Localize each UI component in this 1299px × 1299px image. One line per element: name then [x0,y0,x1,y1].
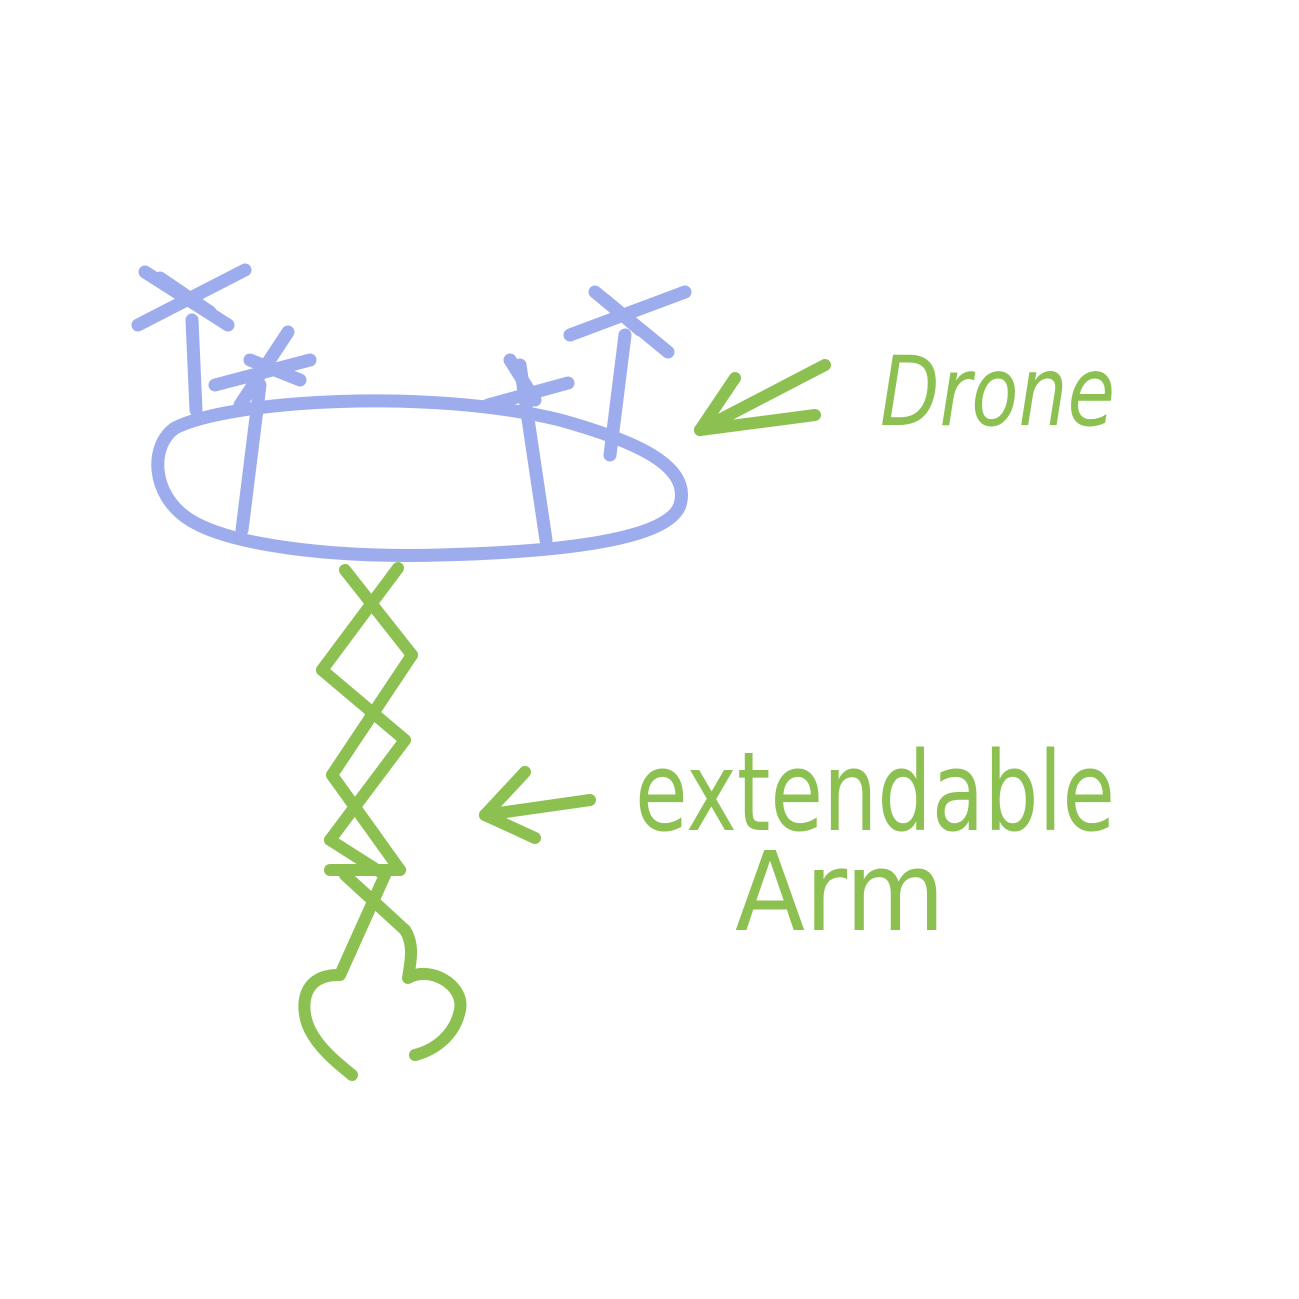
propeller-front-left [208,325,317,412]
drone-post-front-left [235,378,267,537]
drone-label: Drone [880,336,1115,448]
arm-label-line-2: Arm [735,828,945,956]
extendable-arm [298,562,467,1081]
propeller-back-right [563,285,692,359]
scissor-segment-2 [316,562,404,676]
propeller-front-right [481,353,575,412]
scissor-segment-5 [326,769,406,876]
arm-arrow [479,766,596,844]
drone [131,263,692,562]
drone-post-back-right [603,328,632,462]
scissor-segment-6 [324,734,411,846]
arm-label-line-1: extendable [635,728,1115,856]
drone-arrow [694,359,831,436]
propeller-back-left [131,263,252,332]
drone-post-back-left [185,313,203,417]
claw-right [399,924,467,1061]
scissor-segment-4 [326,649,418,781]
claw-left [298,969,358,1081]
scissor-segment-1 [339,564,418,661]
drone-body [151,394,688,562]
scissor-segment-3 [316,664,411,746]
scissor-segment-10 [334,869,391,981]
